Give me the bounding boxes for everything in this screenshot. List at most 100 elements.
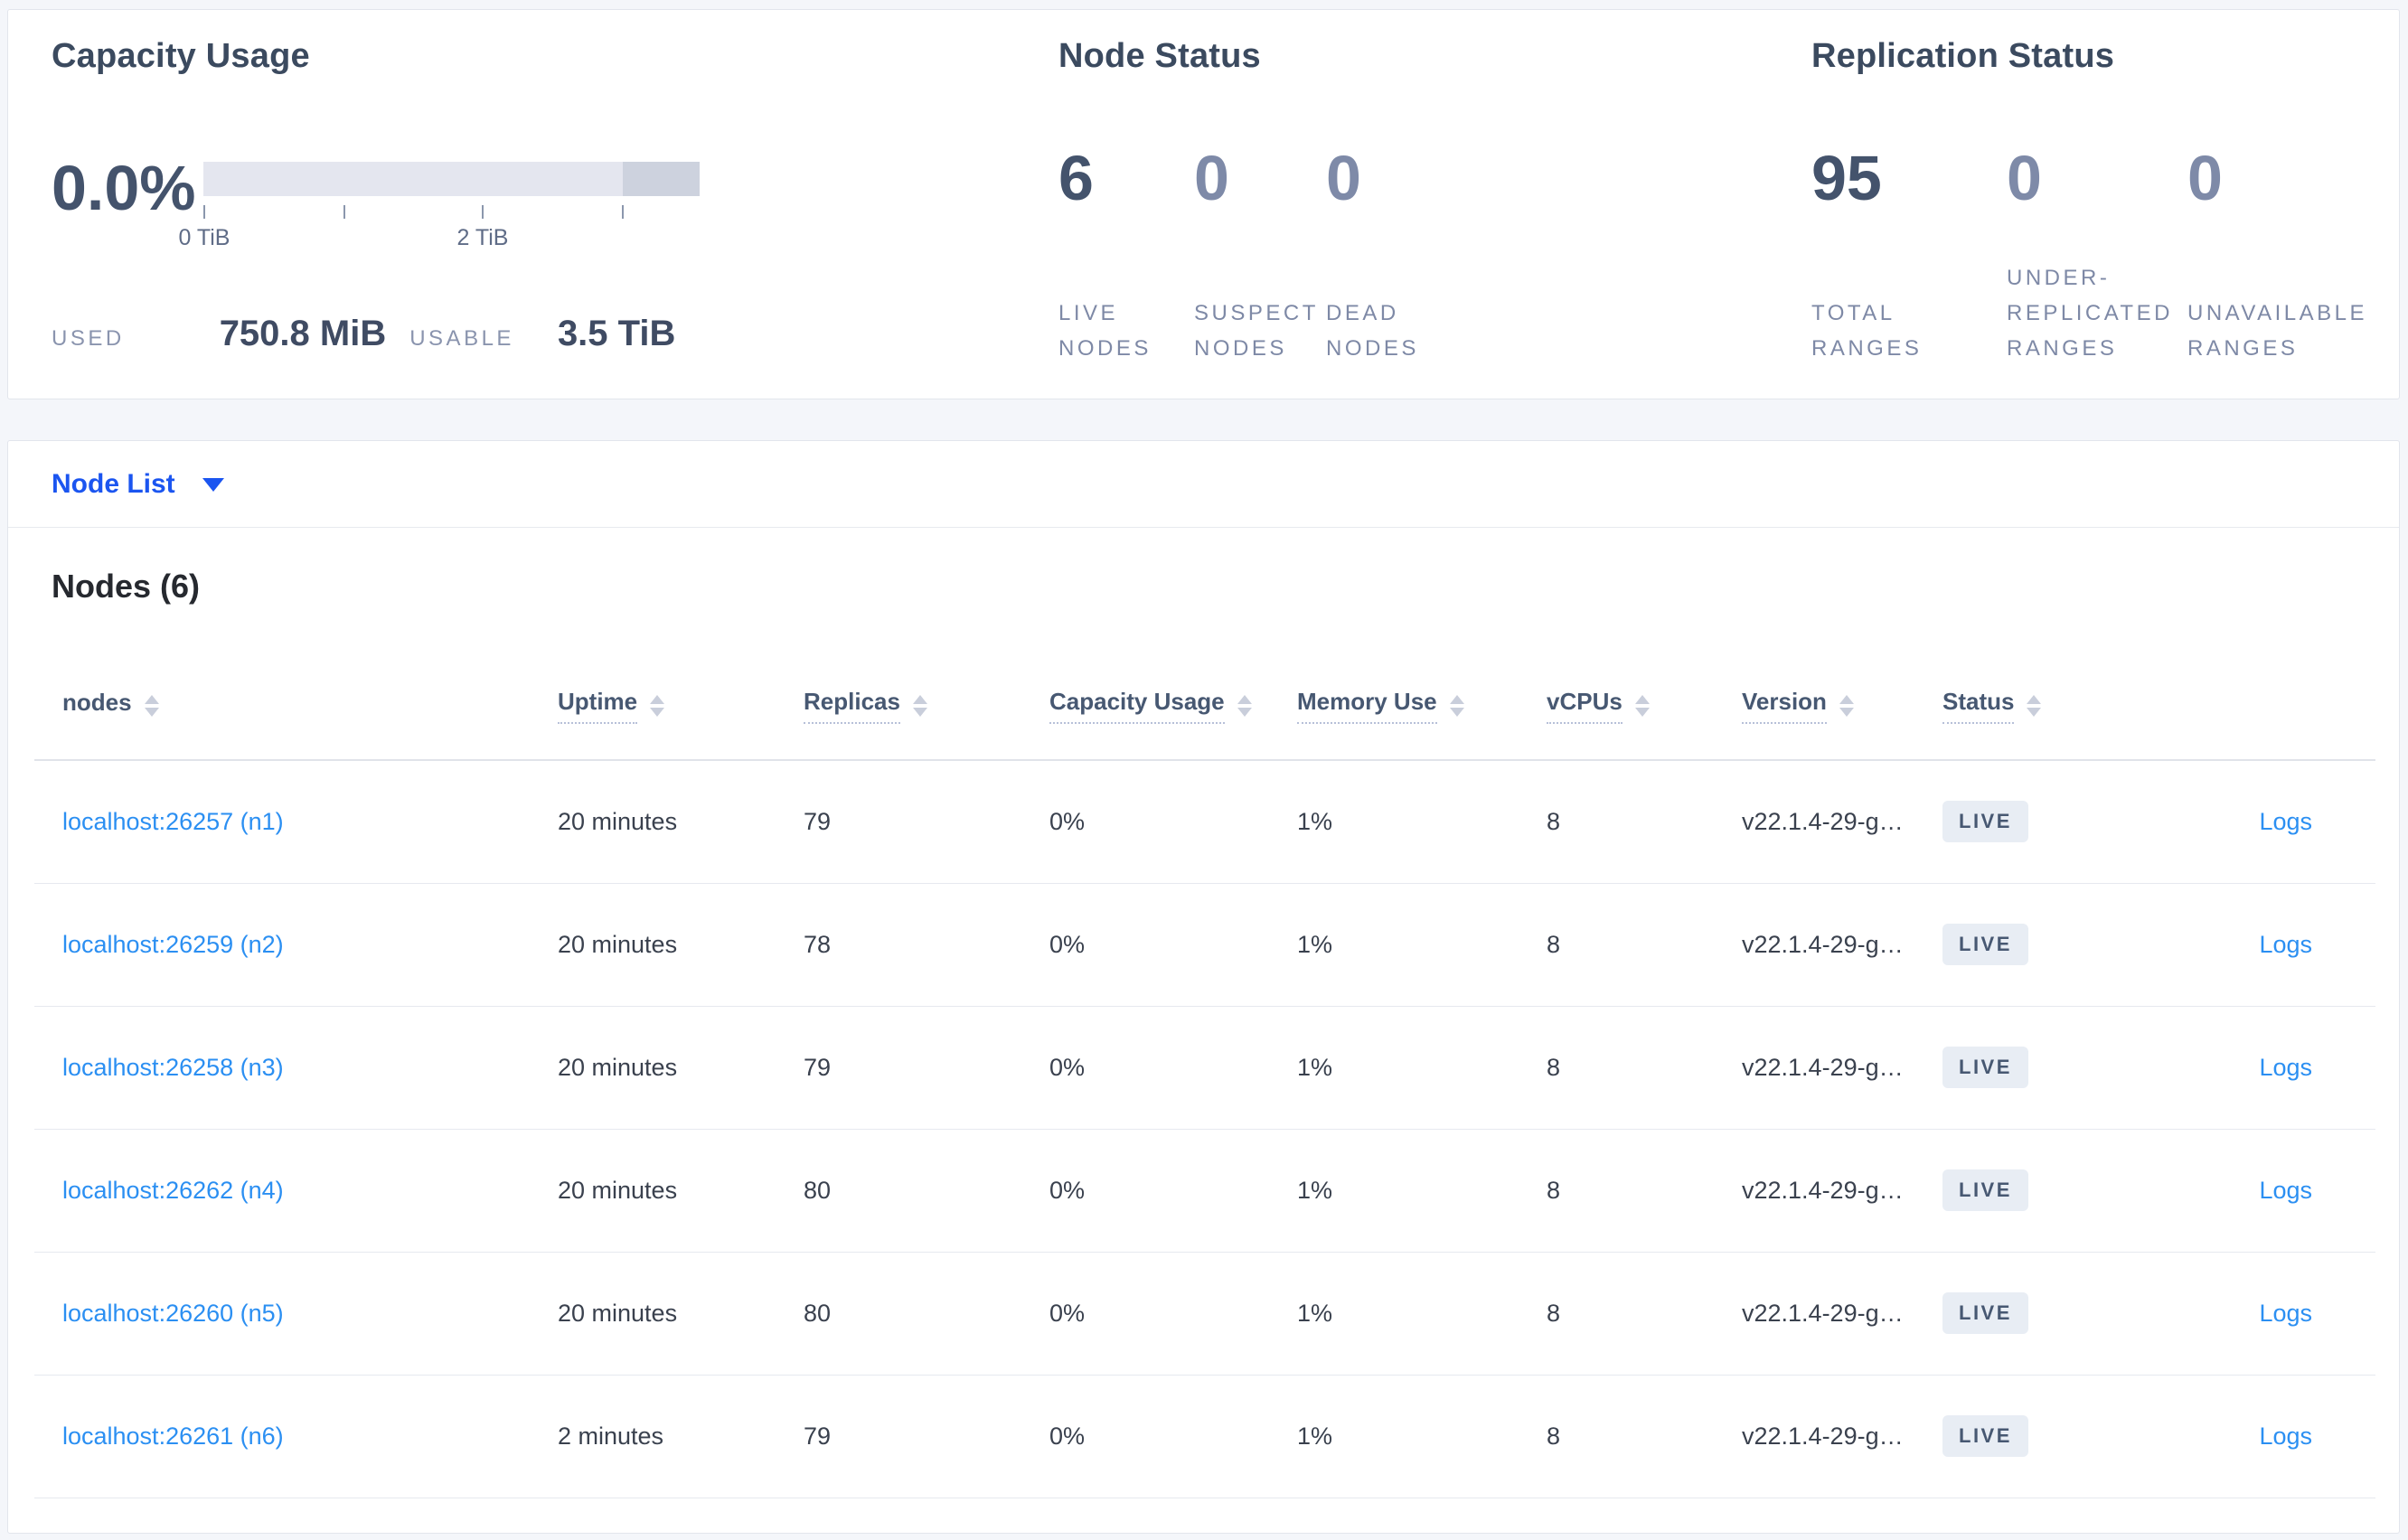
vcpus-cell: 8	[1547, 1006, 1742, 1130]
vcpus-cell: 8	[1547, 883, 1742, 1007]
suspect-nodes-stat: 0 SUSPECT NODES	[1194, 136, 1326, 366]
node-cell: localhost:26262 (n4)	[34, 1129, 558, 1253]
node-list-header-bar: Node List	[8, 441, 2399, 528]
logs-link[interactable]: Logs	[2259, 1422, 2312, 1450]
under-replicated-value: 0	[2007, 143, 2042, 213]
capacity-usage-title: Capacity Usage	[52, 37, 310, 75]
axis-tick-label: 2 TiB	[456, 225, 509, 250]
total-ranges-stat: 95 TOTAL RANGES	[1811, 136, 2007, 366]
status-cell: LIVE	[1942, 883, 2149, 1007]
used-value: 750.8 MiB	[219, 314, 387, 353]
status-badge: LIVE	[1942, 1047, 2028, 1088]
node-link[interactable]: localhost:26257 (n1)	[62, 807, 284, 835]
status-badge: LIVE	[1942, 1415, 2028, 1457]
col-header-memory-use[interactable]: Memory Use	[1297, 652, 1547, 761]
capacity-bar-track	[203, 162, 700, 196]
memory-use-cell: 1%	[1297, 1129, 1547, 1253]
status-badge: LIVE	[1942, 1169, 2028, 1211]
status-badge: LIVE	[1942, 801, 2028, 843]
capacity-bar-reserved-segment	[623, 162, 700, 196]
node-link[interactable]: localhost:26259 (n2)	[62, 930, 284, 958]
node-link[interactable]: localhost:26258 (n3)	[62, 1053, 284, 1081]
chevron-down-icon	[202, 477, 224, 492]
logs-link[interactable]: Logs	[2259, 807, 2312, 835]
table-row: localhost:26260 (n5) 20 minutes 80 0% 1%…	[34, 1252, 2375, 1376]
node-list-card: Node List Nodes (6) nodes Uptime Replica…	[7, 440, 2400, 1534]
logs-link[interactable]: Logs	[2259, 1299, 2312, 1327]
memory-use-cell: 1%	[1297, 1006, 1547, 1130]
version-cell: v22.1.4-29-g…	[1742, 760, 1942, 884]
replicas-cell: 80	[804, 1129, 1049, 1253]
node-link[interactable]: localhost:26261 (n6)	[62, 1422, 284, 1450]
replication-status-title: Replication Status	[1811, 37, 2115, 75]
node-status-title: Node Status	[1058, 37, 1261, 75]
replicas-cell: 79	[804, 1006, 1049, 1130]
nodes-count-heading: Nodes (6)	[52, 568, 201, 605]
memory-use-cell: 1%	[1297, 883, 1547, 1007]
node-cell: localhost:26258 (n3)	[34, 1006, 558, 1130]
col-header-capacity-usage[interactable]: Capacity Usage	[1049, 652, 1297, 761]
nodes-table: nodes Uptime Replicas Capacity Usage Mem…	[34, 652, 2375, 1498]
logs-cell: Logs	[2149, 1375, 2375, 1498]
uptime-cell: 20 minutes	[558, 760, 804, 884]
sort-icon	[912, 694, 927, 717]
table-row: localhost:26261 (n6) 2 minutes 79 0% 1% …	[34, 1375, 2375, 1498]
node-link[interactable]: localhost:26262 (n4)	[62, 1176, 284, 1204]
sort-icon	[1237, 694, 1252, 717]
capacity-usage-cell: 0%	[1049, 883, 1297, 1007]
col-header-replicas[interactable]: Replicas	[804, 652, 1049, 761]
node-link[interactable]: localhost:26260 (n5)	[62, 1299, 284, 1327]
col-header-status[interactable]: Status	[1942, 652, 2149, 761]
used-label: USED	[52, 326, 125, 351]
logs-link[interactable]: Logs	[2259, 1176, 2312, 1204]
version-cell: v22.1.4-29-g…	[1742, 1129, 1942, 1253]
memory-use-cell: 1%	[1297, 1252, 1547, 1376]
col-header-version[interactable]: Version	[1742, 652, 1942, 761]
logs-cell: Logs	[2149, 1129, 2375, 1253]
version-cell: v22.1.4-29-g…	[1742, 1006, 1942, 1130]
memory-use-cell: 1%	[1297, 1375, 1547, 1498]
node-status-stats: 6 LIVE NODES 0 SUSPECT NODES 0 DEAD NODE…	[1058, 136, 1480, 366]
table-row: localhost:26258 (n3) 20 minutes 79 0% 1%…	[34, 1006, 2375, 1130]
replicas-cell: 79	[804, 1375, 1049, 1498]
node-list-dropdown[interactable]: Node List	[52, 441, 224, 528]
version-cell: v22.1.4-29-g…	[1742, 1252, 1942, 1376]
vcpus-cell: 8	[1547, 1252, 1742, 1376]
capacity-usage-cell: 0%	[1049, 1252, 1297, 1376]
table-header-row: nodes Uptime Replicas Capacity Usage Mem…	[34, 652, 2375, 761]
col-header-nodes[interactable]: nodes	[34, 652, 558, 761]
vcpus-cell: 8	[1547, 1375, 1742, 1498]
live-nodes-stat: 6 LIVE NODES	[1058, 136, 1194, 366]
node-cell: localhost:26260 (n5)	[34, 1252, 558, 1376]
logs-link[interactable]: Logs	[2259, 1053, 2312, 1081]
node-list-dropdown-label: Node List	[52, 469, 175, 499]
capacity-percent: 0.0%	[52, 153, 196, 223]
status-cell: LIVE	[1942, 1252, 2149, 1376]
axis-tick	[622, 205, 624, 219]
node-cell: localhost:26259 (n2)	[34, 883, 558, 1007]
capacity-bar: 0 TiB 2 TiB	[179, 162, 700, 250]
table-row: localhost:26257 (n1) 20 minutes 79 0% 1%…	[34, 760, 2375, 884]
logs-cell: Logs	[2149, 883, 2375, 1007]
under-replicated-label: UNDER-REPLICATED RANGES	[2007, 266, 2173, 361]
suspect-nodes-label: SUSPECT NODES	[1194, 301, 1319, 361]
node-cell: localhost:26257 (n1)	[34, 760, 558, 884]
nodes-table-body: localhost:26257 (n1) 20 minutes 79 0% 1%…	[34, 760, 2375, 1498]
dead-nodes-label: DEAD NODES	[1326, 301, 1419, 361]
vcpus-cell: 8	[1547, 760, 1742, 884]
replication-stats: 95 TOTAL RANGES 0 UNDER-REPLICATED RANGE…	[1811, 136, 2365, 366]
live-nodes-value: 6	[1058, 143, 1094, 213]
uptime-cell: 20 minutes	[558, 1252, 804, 1376]
logs-link[interactable]: Logs	[2259, 930, 2312, 958]
dead-nodes-stat: 0 DEAD NODES	[1326, 136, 1480, 366]
capacity-usage-cell: 0%	[1049, 1375, 1297, 1498]
col-header-uptime[interactable]: Uptime	[558, 652, 804, 761]
unavailable-ranges-stat: 0 UNAVAILABLE RANGES	[2187, 136, 2365, 366]
capacity-usage-cell: 0%	[1049, 760, 1297, 884]
col-header-vcpus[interactable]: vCPUs	[1547, 652, 1742, 761]
axis-tick	[343, 205, 345, 219]
uptime-cell: 20 minutes	[558, 883, 804, 1007]
memory-use-cell: 1%	[1297, 760, 1547, 884]
axis-tick	[482, 205, 484, 219]
status-cell: LIVE	[1942, 1006, 2149, 1130]
